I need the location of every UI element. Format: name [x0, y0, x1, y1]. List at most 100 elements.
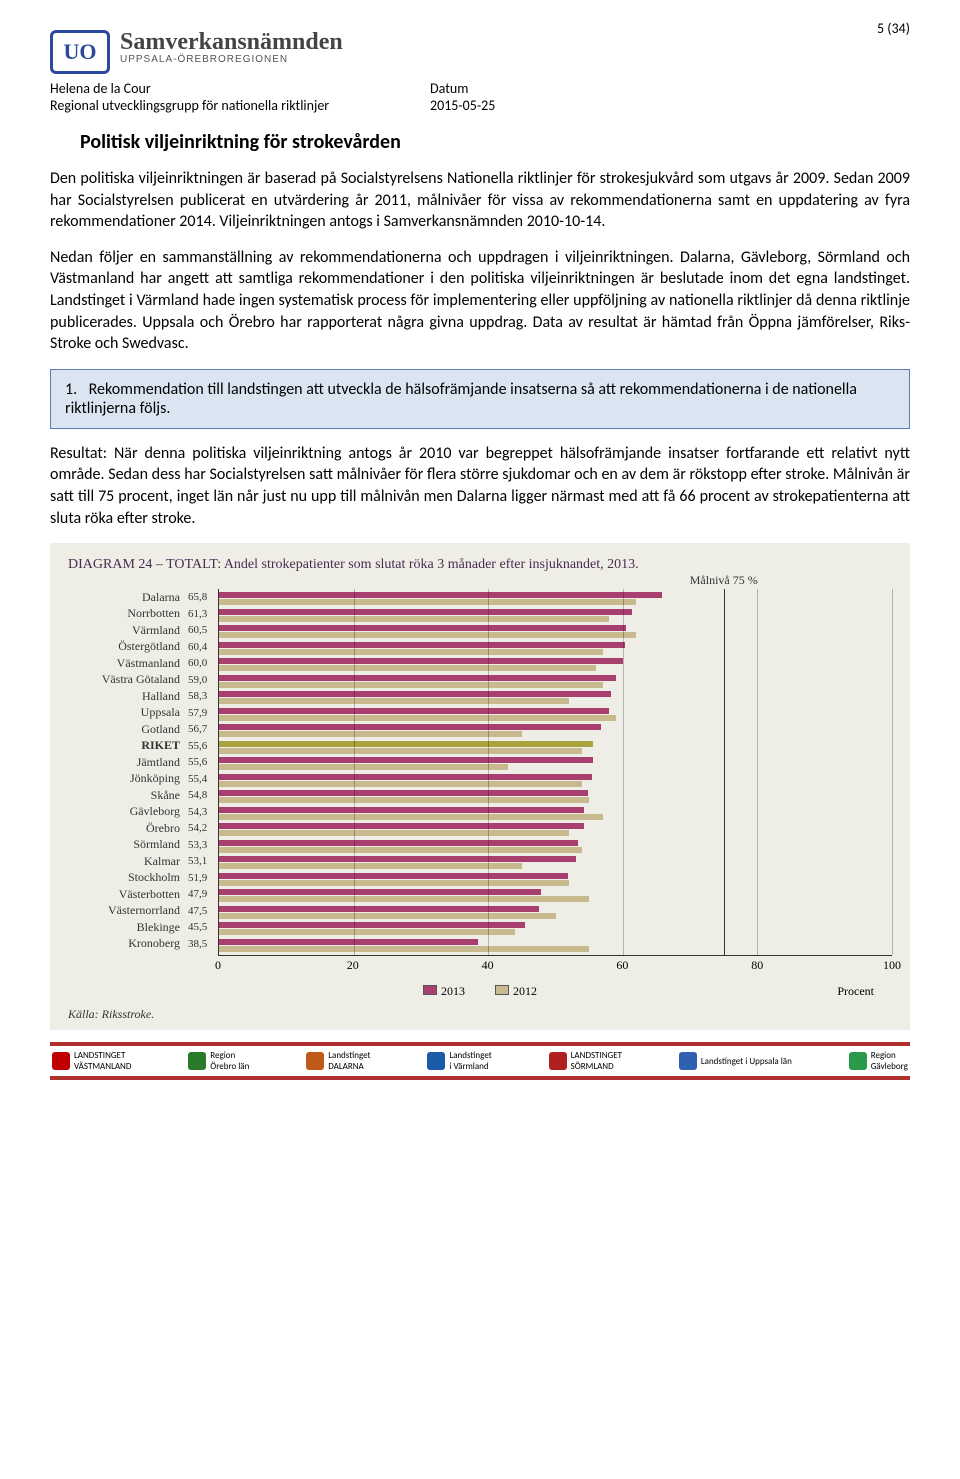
- bar-group: [219, 707, 892, 724]
- y-row: Östergötland60,4: [68, 639, 218, 656]
- x-tick: 0: [215, 958, 221, 973]
- bar-2012: [219, 632, 636, 638]
- region-value: 51,9: [188, 872, 218, 884]
- bar-2012: [219, 748, 582, 754]
- region-value: 54,2: [188, 822, 218, 834]
- region-name: Västra Götaland: [102, 672, 180, 687]
- y-row: Dalarna 65,8: [68, 589, 218, 606]
- bar-2013: [219, 906, 539, 912]
- y-row: RIKET55,6: [68, 738, 218, 755]
- bar-2012: [219, 731, 522, 737]
- bar-group: [219, 690, 892, 707]
- footer-icon: [188, 1052, 206, 1070]
- region-name: Kalmar: [144, 854, 180, 869]
- y-row: Värmland60,5: [68, 622, 218, 639]
- bar-2012: [219, 896, 589, 902]
- bar-2013: [219, 790, 588, 796]
- region-name: Gotland: [141, 722, 180, 737]
- bar-2013: [219, 807, 584, 813]
- region-name: Stockholm: [128, 870, 180, 885]
- bar-2013: [219, 642, 625, 648]
- footer-logo: Landstingeti Värmland: [427, 1050, 491, 1072]
- y-row: Norrbotten61,3: [68, 606, 218, 623]
- bar-2013: [219, 889, 541, 895]
- legend-2012: 2012: [495, 984, 537, 999]
- bar-group: [219, 888, 892, 905]
- bar-2012: [219, 665, 596, 671]
- region-value: 54,3: [188, 806, 218, 818]
- region-value: 60,0: [188, 657, 218, 669]
- region-value: 54,8: [188, 789, 218, 801]
- footer-icon: [679, 1052, 697, 1070]
- region-name: Uppsala: [141, 705, 180, 720]
- region-name: Västerbotten: [119, 887, 180, 902]
- bar-2012: [219, 616, 609, 622]
- bar-2013: [219, 625, 626, 631]
- y-row: Sörmland53,3: [68, 837, 218, 854]
- rec-number: 1.: [65, 380, 85, 399]
- bar-2012: [219, 946, 589, 952]
- bar-2012: [219, 781, 582, 787]
- footer-text: Landstinget i Uppsala län: [701, 1056, 792, 1067]
- y-row: Jämtland55,6: [68, 754, 218, 771]
- doc-meta: Helena de la Cour Regional utvecklingsgr…: [50, 80, 910, 114]
- bar-group: [219, 773, 892, 790]
- region-value: 55,6: [188, 756, 218, 768]
- region-name: Blekinge: [137, 920, 180, 935]
- region-value: 55,4: [188, 773, 218, 785]
- chart-legend: 2013 2012 Procent: [68, 984, 892, 999]
- y-row: Gävleborg54,3: [68, 804, 218, 821]
- chart-diagram-24: DIAGRAM 24 – TOTALT: Andel strokepatient…: [50, 543, 910, 1030]
- page-number: 5 (34): [877, 20, 910, 37]
- bar-group: [219, 938, 892, 955]
- bar-2012: [219, 830, 569, 836]
- legend-2013: 2013: [423, 984, 465, 999]
- bar-2013: [219, 840, 578, 846]
- region-name: Östergötland: [118, 639, 180, 654]
- bar-2012: [219, 698, 569, 704]
- region-name: Västernorrland: [108, 903, 180, 918]
- y-row: Västerbotten47,9: [68, 886, 218, 903]
- bar-2013: [219, 873, 568, 879]
- bar-group: [219, 905, 892, 922]
- footer-icon: [549, 1052, 567, 1070]
- x-tick: 20: [347, 958, 359, 973]
- author: Helena de la Cour: [50, 80, 430, 97]
- y-row: Kronoberg38,5: [68, 936, 218, 953]
- bar-2013: [219, 609, 632, 615]
- footer-logo: Landstinget i Uppsala län: [679, 1052, 792, 1070]
- bar-2012: [219, 814, 603, 820]
- date: 2015-05-25: [430, 97, 630, 114]
- org-name: Samverkansnämnden: [120, 30, 343, 54]
- y-row: Uppsala57,9: [68, 705, 218, 722]
- bar-group: [219, 839, 892, 856]
- bar-group: [219, 789, 892, 806]
- paragraph-3: Resultat: När denna politiska viljeinrik…: [50, 443, 910, 529]
- region-value: 45,5: [188, 921, 218, 933]
- region-name: RIKET: [141, 738, 180, 753]
- region-value: 65,8: [188, 591, 218, 603]
- y-row: Gotland56,7: [68, 721, 218, 738]
- bar-2013: [219, 592, 662, 598]
- region-value: 53,3: [188, 839, 218, 851]
- footer-logo: LandstingetDALARNA: [306, 1050, 370, 1072]
- x-unit: Procent: [837, 984, 874, 999]
- y-row: Blekinge 45,5: [68, 919, 218, 936]
- region-name: Norrbotten: [127, 606, 180, 621]
- bar-2012: [219, 797, 589, 803]
- chart-plot: Målnivå 75 %: [218, 589, 892, 956]
- bar-group: [219, 657, 892, 674]
- bar-2013: [219, 774, 592, 780]
- bar-2013: [219, 691, 611, 697]
- chart-title: DIAGRAM 24 – TOTALT: Andel strokepatient…: [68, 557, 892, 573]
- y-row: Jönköping55,4: [68, 771, 218, 788]
- x-tick: 60: [616, 958, 628, 973]
- y-row: Kalmar53,1: [68, 853, 218, 870]
- y-row: Skåne 54,8: [68, 787, 218, 804]
- region-name: Dalarna: [142, 590, 180, 605]
- region-name: Skåne: [151, 788, 180, 803]
- rec-text: Rekommendation till landstingen att utve…: [65, 380, 857, 418]
- header: UO Samverkansnämnden UPPSALA-ÖREBROREGIO…: [50, 30, 910, 74]
- x-tick: 100: [883, 958, 901, 973]
- footer-text: LANDSTINGETSÖRMLAND: [571, 1050, 622, 1072]
